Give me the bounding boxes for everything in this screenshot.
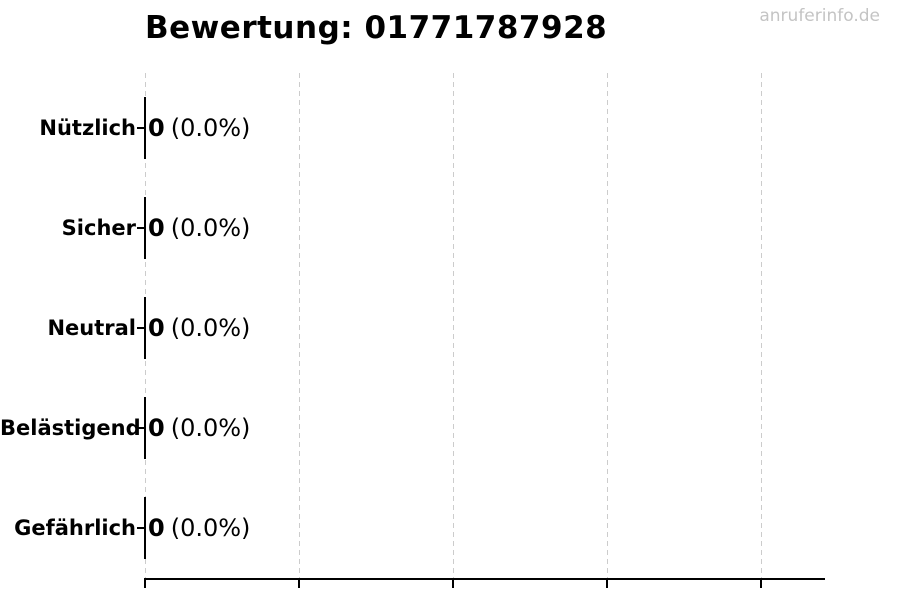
bar-value-count: 0 (148, 214, 165, 242)
bar-value-percent: (0.0%) (170, 314, 251, 342)
bar-value-percent: (0.0%) (170, 214, 251, 242)
category-row: Neutral 0 (0.0%) (0, 312, 900, 344)
y-axis-tick (137, 527, 145, 529)
category-label: Nützlich (39, 116, 136, 140)
category-label: Belästigend (0, 416, 141, 440)
gridline (299, 73, 300, 578)
category-row: Gefährlich 0 (0.0%) (0, 512, 900, 544)
category-label: Neutral (47, 316, 136, 340)
x-axis-tick (606, 578, 608, 588)
bar-value-count: 0 (148, 314, 165, 342)
y-axis-tick (137, 127, 145, 129)
gridline (607, 73, 608, 578)
category-label: Sicher (61, 216, 136, 240)
x-axis-tick (452, 578, 454, 588)
watermark-text: anruferinfo.de (759, 6, 880, 26)
bar-value: 0 (0.0%) (148, 312, 250, 344)
y-axis-tick (137, 227, 145, 229)
chart-title: Bewertung: 01771787928 (145, 10, 608, 46)
x-axis-tick (760, 578, 762, 588)
category-label: Gefährlich (14, 516, 136, 540)
y-axis-tick (137, 427, 145, 429)
bar-belaestigend (144, 397, 146, 459)
category-row: Nützlich 0 (0.0%) (0, 112, 900, 144)
bar-value-count: 0 (148, 414, 165, 442)
y-axis-tick (137, 327, 145, 329)
gridline (761, 73, 762, 578)
bar-value-percent: (0.0%) (170, 114, 251, 142)
bar-gefaehrlich (144, 497, 146, 559)
bar-value-percent: (0.0%) (170, 514, 251, 542)
bar-nuetzlich (144, 97, 146, 159)
bar-value-count: 0 (148, 514, 165, 542)
bar-neutral (144, 297, 146, 359)
bar-value-count: 0 (148, 114, 165, 142)
plot-area (137, 73, 825, 588)
bar-value: 0 (0.0%) (148, 212, 250, 244)
category-row: Sicher 0 (0.0%) (0, 212, 900, 244)
bar-value: 0 (0.0%) (148, 412, 250, 444)
gridline (453, 73, 454, 578)
bar-value-percent: (0.0%) (170, 414, 251, 442)
bar-value: 0 (0.0%) (148, 512, 250, 544)
bar-value: 0 (0.0%) (148, 112, 250, 144)
bar-sicher (144, 197, 146, 259)
x-axis-tick (144, 578, 146, 588)
category-row: Belästigend 0 (0.0%) (0, 412, 900, 444)
x-axis-tick (298, 578, 300, 588)
